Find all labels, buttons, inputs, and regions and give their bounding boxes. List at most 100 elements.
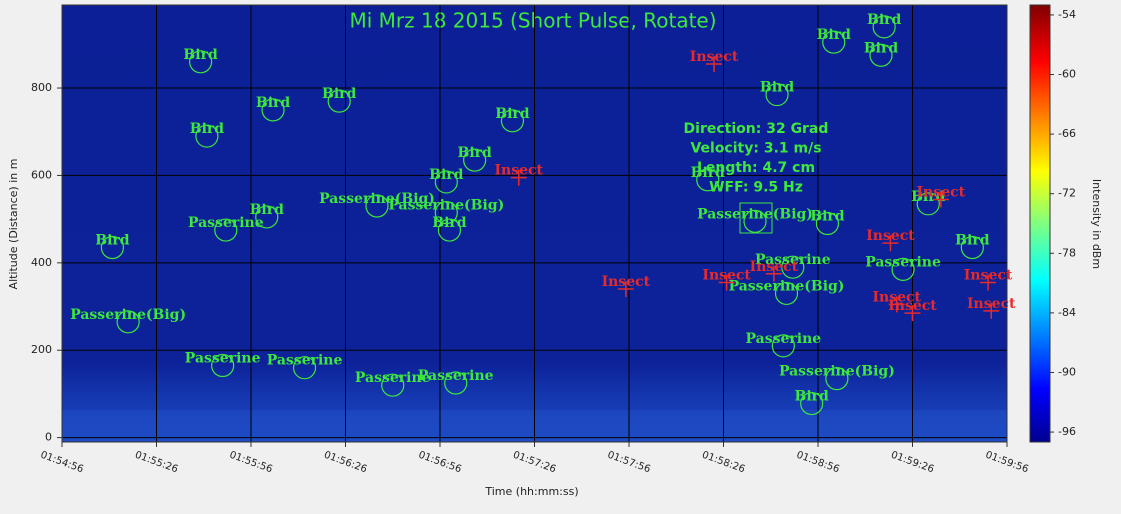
y-tick-label: 200 <box>31 343 52 356</box>
echo-label: Insect <box>702 267 751 283</box>
echo-marker <box>888 296 905 313</box>
echo-label: Passerine(Big) <box>779 364 895 380</box>
echo-marker <box>718 274 735 291</box>
echo-label: Bird <box>322 86 357 102</box>
colorbar-tick-label: -72 <box>1058 187 1076 200</box>
x-tick-label: 01:55:56 <box>228 450 274 476</box>
echo-marker <box>869 43 893 67</box>
echo-label: Passerine <box>755 252 831 268</box>
echo-label: Bird <box>864 40 899 56</box>
echo-marker <box>100 235 125 260</box>
echo-marker <box>437 218 462 242</box>
echo-label: Bird <box>817 27 852 43</box>
echo-marker <box>771 334 795 358</box>
echo-marker <box>381 373 405 397</box>
echo-marker <box>983 302 1000 319</box>
y-tick-label: 600 <box>31 168 52 181</box>
echo-marker <box>214 218 238 242</box>
x-tick-label: 01:58:56 <box>795 450 841 476</box>
echo-label: Insect <box>866 228 915 244</box>
colorbar-tick-label: -90 <box>1058 365 1076 378</box>
info-text: Velocity: 3.1 m/s <box>690 141 821 157</box>
y-axis-label: Altitude (Distance) in m <box>7 159 20 290</box>
echo-label: Bird <box>190 121 225 137</box>
x-tick-label: 01:55:26 <box>133 450 179 476</box>
x-tick-label: 01:59:26 <box>889 450 935 476</box>
echo-marker <box>500 109 525 133</box>
echo-marker <box>815 211 840 236</box>
colorbar <box>1029 4 1051 443</box>
echo-label: Passerine <box>746 331 822 347</box>
echo-label: Passerine <box>188 215 264 231</box>
echo-marker <box>261 98 285 122</box>
echo-marker <box>696 168 720 192</box>
colorbar-tick-label: -60 <box>1058 68 1076 81</box>
echo-marker <box>255 205 279 229</box>
echo-marker <box>774 281 799 306</box>
echo-marker <box>765 82 789 107</box>
info-text: Direction: 32 Grad <box>684 121 829 137</box>
echo-label: Passerine(Big) <box>697 206 813 222</box>
echo-label: Bird <box>955 233 990 249</box>
echo-marker <box>365 194 389 218</box>
echo-marker <box>765 265 782 282</box>
echo-label: Bird <box>495 106 530 122</box>
echo-marker <box>960 235 984 260</box>
y-tick-label: 800 <box>31 81 52 94</box>
echo-label: Insect <box>964 267 1013 283</box>
echo-marker <box>434 200 458 225</box>
x-tick-label: 01:56:56 <box>417 450 463 476</box>
echo-marker <box>434 170 458 194</box>
echo-marker <box>916 192 940 216</box>
echo-label: Bird <box>911 189 946 205</box>
echo-label: Passerine <box>267 353 343 369</box>
selection-box[interactable] <box>739 202 773 234</box>
echo-label: Insect <box>888 298 937 314</box>
echo-marker <box>444 371 468 395</box>
echo-label: Passerine <box>355 370 431 386</box>
echo-marker <box>825 367 849 391</box>
echo-label: Insect <box>750 259 799 275</box>
echo-label: Passerine(Big) <box>319 191 435 207</box>
info-text: WFF: 9.5 Hz <box>709 180 803 196</box>
echo-marker <box>882 235 899 252</box>
echo-label: Passerine <box>185 351 261 367</box>
echo-marker <box>116 310 140 334</box>
echo-label: Bird <box>457 145 492 161</box>
echo-marker <box>980 274 997 291</box>
echo-label: Bird <box>95 233 130 249</box>
echo-marker <box>781 255 805 279</box>
echo-marker <box>189 50 213 74</box>
echo-marker <box>617 281 634 298</box>
colorbar-tick-label: -84 <box>1058 306 1076 319</box>
echo-marker <box>292 356 317 380</box>
y-tick-label: 400 <box>31 256 52 269</box>
echo-marker <box>872 15 896 39</box>
echo-marker <box>327 89 351 113</box>
echo-marker <box>891 257 915 281</box>
echo-marker <box>822 30 846 54</box>
echo-label: Passerine <box>865 254 941 270</box>
echo-label: Insect <box>690 49 739 65</box>
echo-label: Insect <box>967 296 1016 312</box>
echo-label: Bird <box>256 95 291 111</box>
echo-label: Bird <box>795 389 830 405</box>
x-tick-label: 01:54:56 <box>39 450 85 476</box>
echo-label: Bird <box>250 202 285 218</box>
chart-title: Mi Mrz 18 2015 (Short Pulse, Rotate) <box>349 9 716 33</box>
echo-label: Passerine(Big) <box>388 198 504 214</box>
x-tick-label: 01:57:56 <box>606 450 652 476</box>
y-tick-label: 0 <box>45 431 52 444</box>
echo-marker <box>904 305 921 322</box>
x-tick-label: 01:59:56 <box>984 450 1030 476</box>
colorbar-tick-label: -78 <box>1058 246 1076 259</box>
echo-marker <box>510 169 527 186</box>
echo-label: Bird <box>183 47 218 63</box>
plot-frame <box>61 4 1008 443</box>
echo-marker <box>211 353 235 378</box>
info-text: Length: 4.7 cm <box>697 160 815 176</box>
echo-marker <box>800 391 824 416</box>
echo-marker <box>932 191 949 208</box>
x-tick-label: 01:57:26 <box>511 450 557 476</box>
